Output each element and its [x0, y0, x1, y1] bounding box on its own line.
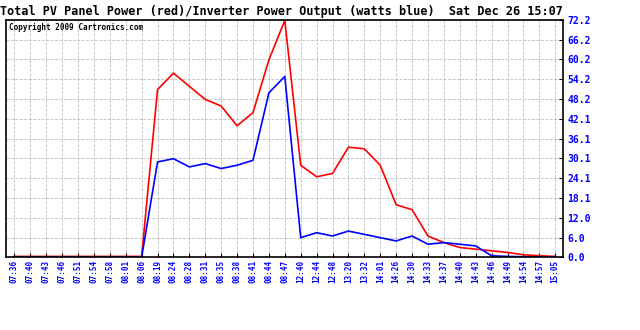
Text: Total PV Panel Power (red)/Inverter Power Output (watts blue)  Sat Dec 26 15:07: Total PV Panel Power (red)/Inverter Powe…: [0, 5, 563, 18]
Text: Copyright 2009 Cartronics.com: Copyright 2009 Cartronics.com: [9, 23, 143, 32]
